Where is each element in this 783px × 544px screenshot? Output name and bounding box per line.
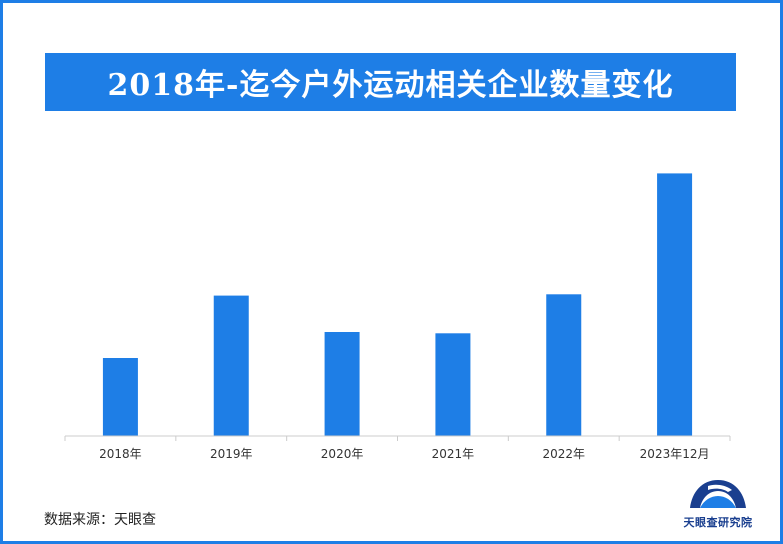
bar-5 xyxy=(657,173,693,436)
bar-0 xyxy=(102,358,138,436)
eye-logo-icon xyxy=(690,480,746,508)
tianyancha-logo: 天眼查研究院 xyxy=(678,474,758,532)
bar-3 xyxy=(435,333,471,436)
x-tick-label: 2020年 xyxy=(321,447,364,461)
x-tick-label: 2022年 xyxy=(542,447,585,461)
bar-4 xyxy=(546,294,582,436)
bar-1 xyxy=(213,295,249,436)
chart-title: 2018年-迄今户外运动相关企业数量变化 xyxy=(107,68,674,103)
x-tick-label: 2018年 xyxy=(99,447,142,461)
bar-2 xyxy=(324,332,360,436)
x-tick-label: 2023年12月 xyxy=(640,447,710,461)
x-tick-label: 2021年 xyxy=(432,447,475,461)
title-banner: 2018年-迄今户外运动相关企业数量变化 xyxy=(45,53,736,111)
x-tick-label: 2019年 xyxy=(210,447,253,461)
logo-text: 天眼查研究院 xyxy=(683,516,753,529)
data-source: 数据来源：天眼查 xyxy=(44,512,156,528)
